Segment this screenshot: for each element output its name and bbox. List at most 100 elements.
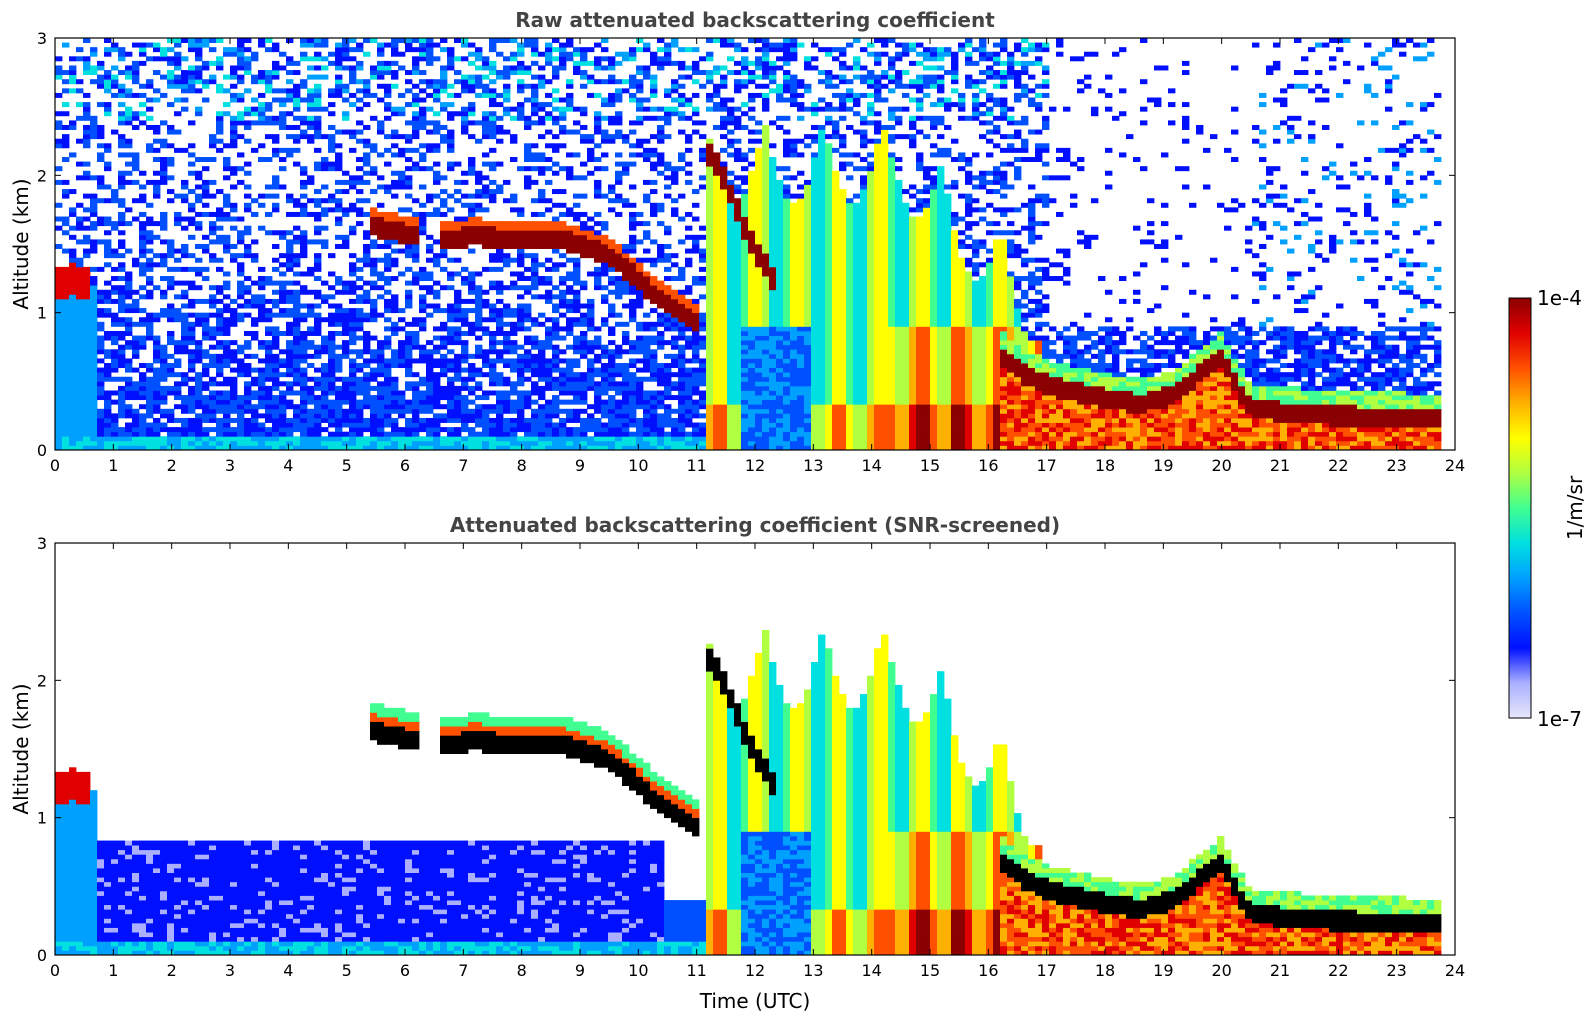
heatmap-cell xyxy=(727,427,735,433)
heatmap-cell xyxy=(181,340,189,346)
heatmap-cell xyxy=(83,422,91,428)
heatmap-cell xyxy=(643,321,651,327)
heatmap-cell xyxy=(475,216,483,222)
heatmap-cell xyxy=(174,42,182,48)
heatmap-cell xyxy=(209,408,217,414)
heatmap-cell xyxy=(314,124,322,130)
heatmap-cell xyxy=(188,221,196,227)
heatmap-cell xyxy=(300,381,308,387)
heatmap-cell xyxy=(174,60,182,66)
heatmap-cell xyxy=(356,42,364,48)
heatmap-cell xyxy=(97,239,105,245)
heatmap-cell xyxy=(440,413,448,419)
heatmap-cell xyxy=(279,308,287,314)
heatmap-cell xyxy=(55,436,63,442)
heatmap-cell xyxy=(594,179,602,185)
heatmap-cell xyxy=(335,413,343,419)
heatmap-cell xyxy=(251,120,259,126)
heatmap-cell xyxy=(650,335,658,341)
heatmap-cell xyxy=(405,372,413,378)
heatmap-cell xyxy=(412,56,420,62)
heatmap-cell xyxy=(104,70,112,76)
heatmap-cell xyxy=(160,427,168,433)
heatmap-cell xyxy=(209,253,217,259)
heatmap-cell xyxy=(699,358,707,364)
heatmap-cell xyxy=(461,440,469,446)
heatmap-cell xyxy=(83,106,91,112)
heatmap-cell xyxy=(167,308,175,314)
heatmap-cell xyxy=(251,79,259,85)
heatmap-cell xyxy=(251,211,259,217)
heatmap-cell xyxy=(286,262,294,268)
heatmap-cell xyxy=(489,408,497,414)
heatmap-cell xyxy=(685,65,693,71)
heatmap-cell xyxy=(279,404,287,410)
heatmap-cell xyxy=(342,312,350,318)
heatmap-cell xyxy=(398,344,406,350)
heatmap-cell xyxy=(349,271,357,277)
heatmap-cell xyxy=(342,330,350,336)
heatmap-cell xyxy=(419,225,427,231)
heatmap-cell xyxy=(685,408,693,414)
heatmap-cell xyxy=(720,303,728,309)
heatmap-cell xyxy=(517,445,525,450)
heatmap-cell xyxy=(475,344,483,350)
heatmap-cell xyxy=(216,422,224,428)
heatmap-cell xyxy=(363,340,371,346)
heatmap-cell xyxy=(594,440,602,446)
heatmap-cell xyxy=(111,79,119,85)
heatmap-cell xyxy=(706,427,714,433)
panel-raw-title: Raw attenuated backscattering coefficien… xyxy=(515,8,995,32)
heatmap-cell xyxy=(223,436,231,442)
heatmap-cell xyxy=(293,294,301,300)
heatmap-cell xyxy=(552,106,560,112)
heatmap-cell xyxy=(349,321,357,327)
heatmap-cell xyxy=(706,353,714,359)
heatmap-cell xyxy=(209,239,217,245)
heatmap-cell xyxy=(496,312,504,318)
heatmap-cell xyxy=(349,381,357,387)
heatmap-cell xyxy=(489,179,497,185)
heatmap-cell xyxy=(580,408,588,414)
heatmap-cell xyxy=(111,399,119,405)
heatmap-cell xyxy=(419,184,427,190)
heatmap-cell xyxy=(545,56,553,62)
heatmap-cell xyxy=(440,211,448,217)
heatmap-cell xyxy=(237,230,245,236)
heatmap-cell xyxy=(398,404,406,410)
heatmap-cell xyxy=(377,363,385,368)
heatmap-cell xyxy=(545,179,553,185)
heatmap-cell xyxy=(468,431,476,437)
heatmap-cell xyxy=(272,257,280,263)
heatmap-cell xyxy=(720,276,728,282)
heatmap-cell xyxy=(720,198,728,204)
heatmap-cell xyxy=(510,138,518,144)
heatmap-cell xyxy=(594,244,602,249)
heatmap-cell xyxy=(454,257,462,263)
heatmap-cell xyxy=(426,120,434,126)
heatmap-cell xyxy=(342,431,350,437)
heatmap-cell xyxy=(524,175,532,181)
heatmap-cell xyxy=(342,129,350,135)
heatmap-cell xyxy=(692,445,700,450)
heatmap-cell xyxy=(405,363,413,368)
heatmap-cell xyxy=(643,65,651,71)
heatmap-cell xyxy=(265,193,273,199)
heatmap-cell xyxy=(587,440,595,446)
heatmap-cell xyxy=(426,408,434,414)
heatmap-cell xyxy=(62,179,70,185)
heatmap-cell xyxy=(433,422,441,428)
heatmap-cell xyxy=(412,83,420,89)
heatmap-cell xyxy=(132,340,140,346)
heatmap-cell xyxy=(538,157,546,162)
heatmap-cell xyxy=(118,289,126,295)
heatmap-cell xyxy=(342,399,350,405)
heatmap-cell xyxy=(62,344,70,350)
heatmap-cell xyxy=(377,408,385,414)
heatmap-cell xyxy=(510,157,518,162)
heatmap-cell xyxy=(202,166,210,172)
heatmap-cell xyxy=(251,56,259,62)
heatmap-cell xyxy=(377,42,385,48)
heatmap-cell xyxy=(83,253,91,259)
heatmap-cell xyxy=(720,175,728,181)
